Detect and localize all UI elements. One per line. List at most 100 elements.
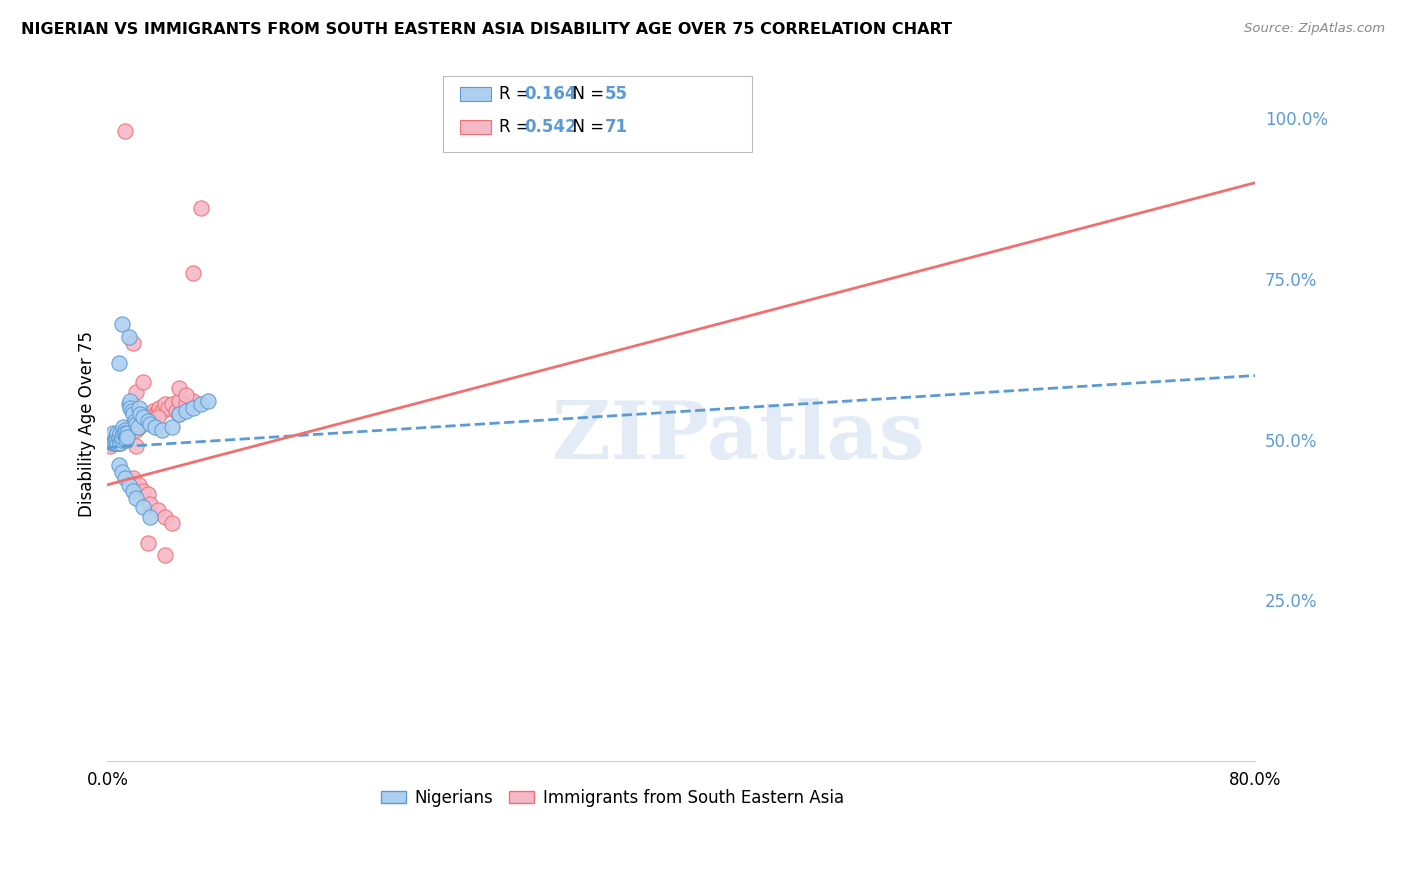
Point xyxy=(125,423,148,437)
Point xyxy=(146,410,169,425)
Point xyxy=(122,420,145,434)
Point xyxy=(98,439,121,453)
Point xyxy=(125,417,148,431)
Point xyxy=(107,429,129,443)
Point xyxy=(112,426,135,441)
Point xyxy=(98,433,121,447)
Point xyxy=(128,417,150,431)
Point xyxy=(120,401,142,415)
Point xyxy=(115,433,138,447)
Point xyxy=(104,429,127,443)
Text: N =: N = xyxy=(562,118,610,136)
Point xyxy=(104,436,127,450)
Point xyxy=(148,401,170,415)
Point xyxy=(110,426,132,441)
Point xyxy=(108,429,131,443)
Point xyxy=(165,404,187,418)
Point xyxy=(139,410,162,425)
Point xyxy=(132,500,155,515)
Point xyxy=(125,439,148,453)
Point xyxy=(101,433,124,447)
Point xyxy=(111,317,134,331)
Point xyxy=(167,381,190,395)
Point xyxy=(136,413,159,427)
Text: 0.164: 0.164 xyxy=(524,85,576,103)
Point xyxy=(174,388,197,402)
Point xyxy=(118,397,141,411)
Point xyxy=(129,417,152,431)
Point xyxy=(104,433,127,447)
Point xyxy=(122,484,145,499)
Point xyxy=(103,433,125,447)
Point xyxy=(108,356,131,370)
Point xyxy=(153,397,176,411)
Point xyxy=(160,397,183,411)
Point xyxy=(132,410,155,425)
Point xyxy=(124,413,146,427)
Point xyxy=(111,429,134,443)
Point xyxy=(183,394,205,409)
Point xyxy=(125,384,148,399)
Point xyxy=(117,429,139,443)
Point xyxy=(160,420,183,434)
Text: R =: R = xyxy=(499,118,536,136)
Point xyxy=(115,429,138,443)
Point xyxy=(111,465,134,479)
Point xyxy=(107,426,129,441)
Point xyxy=(108,436,131,450)
Point xyxy=(150,404,173,418)
Point xyxy=(110,429,132,443)
Point xyxy=(122,471,145,485)
Point xyxy=(115,429,138,443)
Point xyxy=(111,429,134,443)
Point xyxy=(118,477,141,491)
Point xyxy=(167,407,190,421)
Point xyxy=(153,509,176,524)
Point xyxy=(139,509,162,524)
Text: N =: N = xyxy=(562,85,610,103)
Point xyxy=(167,394,190,409)
Point xyxy=(132,484,155,499)
Point xyxy=(118,426,141,441)
Point xyxy=(136,487,159,501)
Point xyxy=(128,401,150,415)
Point xyxy=(114,426,136,441)
Point xyxy=(125,491,148,505)
Point xyxy=(136,410,159,425)
Point xyxy=(143,420,166,434)
Point xyxy=(129,407,152,421)
Point xyxy=(146,503,169,517)
Text: 55: 55 xyxy=(605,85,627,103)
Point xyxy=(190,397,212,411)
Point xyxy=(114,124,136,138)
Point xyxy=(139,407,162,421)
Point xyxy=(120,420,142,434)
Point xyxy=(101,426,124,441)
Legend: Nigerians, Immigrants from South Eastern Asia: Nigerians, Immigrants from South Eastern… xyxy=(374,782,851,814)
Point xyxy=(114,426,136,441)
Text: 0.542: 0.542 xyxy=(524,118,576,136)
Point xyxy=(112,420,135,434)
Point xyxy=(104,433,127,447)
Y-axis label: Disability Age Over 75: Disability Age Over 75 xyxy=(79,331,96,516)
Point xyxy=(197,394,219,409)
Point xyxy=(111,433,134,447)
Point xyxy=(121,423,143,437)
Point xyxy=(156,401,179,415)
Point xyxy=(115,423,138,437)
Point xyxy=(153,549,176,563)
Point xyxy=(108,433,131,447)
Point xyxy=(112,426,135,441)
Point xyxy=(146,404,169,418)
Point xyxy=(118,330,141,344)
Point xyxy=(132,413,155,427)
Point xyxy=(103,436,125,450)
Point xyxy=(117,426,139,441)
Point xyxy=(160,516,183,531)
Point xyxy=(122,336,145,351)
Point xyxy=(103,429,125,443)
Point xyxy=(114,429,136,443)
Point xyxy=(139,417,162,431)
Point xyxy=(128,420,150,434)
Text: NIGERIAN VS IMMIGRANTS FROM SOUTH EASTERN ASIA DISABILITY AGE OVER 75 CORRELATIO: NIGERIAN VS IMMIGRANTS FROM SOUTH EASTER… xyxy=(21,22,952,37)
